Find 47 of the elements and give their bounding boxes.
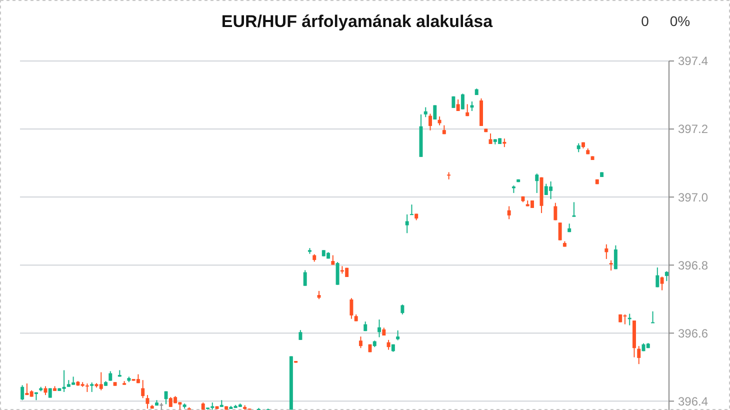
candlestick xyxy=(378,319,382,338)
candlestick xyxy=(637,346,641,365)
candlestick xyxy=(572,202,576,218)
candlestick xyxy=(558,222,562,241)
candlestick xyxy=(400,304,404,315)
y-tick-label: 396.6 xyxy=(678,326,708,340)
candlestick xyxy=(507,206,511,220)
candlestick xyxy=(405,214,409,234)
candlestick xyxy=(331,254,335,266)
y-tick-label: 397.0 xyxy=(678,190,708,204)
candlestick xyxy=(604,244,608,260)
candlestick xyxy=(433,104,437,120)
y-tick-label: 397.2 xyxy=(678,122,708,136)
candlestick xyxy=(447,172,451,180)
candlestick xyxy=(656,266,660,288)
candlestick xyxy=(303,270,307,286)
candlestick xyxy=(146,394,150,410)
candlestick xyxy=(48,388,52,398)
candlestick xyxy=(554,202,558,221)
y-tick-label: 397.4 xyxy=(678,54,708,68)
y-tick-label: 396.8 xyxy=(678,258,708,272)
candlestick xyxy=(298,330,302,340)
candlestick xyxy=(651,310,655,324)
candlestick xyxy=(396,330,400,341)
candlestick xyxy=(336,262,340,286)
candlestick xyxy=(99,372,103,391)
y-tick-label: 396.4 xyxy=(678,394,708,408)
candlestick xyxy=(386,339,390,350)
candlestick xyxy=(90,382,94,392)
candlestick xyxy=(614,244,618,270)
candlestick xyxy=(428,113,432,131)
candlestick xyxy=(141,380,145,399)
chart-title: EUR/HUF árfolyamának alakulása xyxy=(221,12,494,31)
text: 0 xyxy=(641,13,650,29)
candlestick xyxy=(358,336,362,349)
candlestick xyxy=(660,276,664,291)
candlestick xyxy=(535,173,539,194)
candlestick xyxy=(410,204,414,216)
candlestick xyxy=(164,390,168,405)
candlestick xyxy=(609,260,613,272)
candlestick xyxy=(350,298,354,320)
text: 0% xyxy=(670,13,690,29)
candlestick xyxy=(460,93,464,110)
candlestick xyxy=(424,106,428,118)
candlestick xyxy=(664,270,668,282)
candlestick xyxy=(20,384,24,401)
candlestick xyxy=(470,100,474,112)
